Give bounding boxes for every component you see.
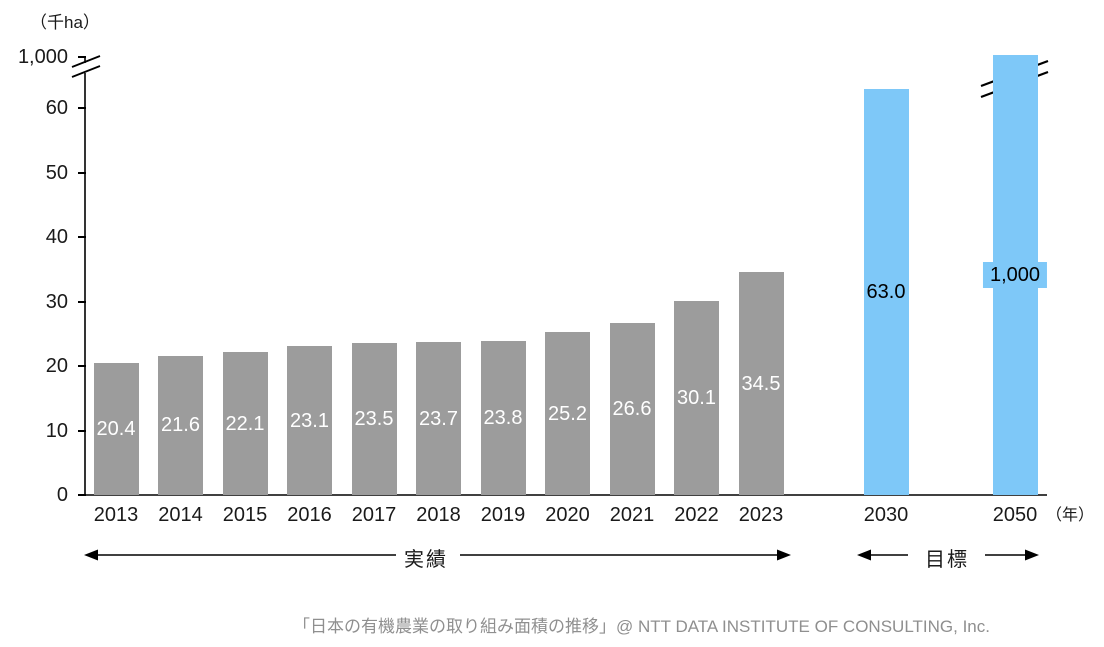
bar-2030 [863,88,909,495]
y-axis-unit-label: （千ha） [30,13,100,32]
y-tick-label-1,000: 1,000 [17,46,68,68]
bar-value-label-2018: 23.7 [419,407,458,430]
bar-2018 [416,342,461,495]
bar-value-label-2015: 22.1 [225,412,265,435]
actual-range-arrow [84,549,791,561]
caption: 「日本の有機農業の取り組み面積の推移」@ NTT DATA INSTITUTE … [293,617,990,636]
y-tick-mark-10 [78,429,86,432]
y-tick-label-10: 10 [45,419,68,442]
bar-value-label-2013: 20.4 [96,418,136,441]
x-tick-label-2030: 2030 [863,504,909,526]
y-tick-mark-60 [78,107,86,109]
y-tick-label-40: 40 [45,226,68,248]
bar-value-label-2017: 23.5 [354,408,394,431]
bar-2013 [93,363,139,495]
bar-2016 [287,346,332,495]
x-tick-label-2020: 2020 [545,504,590,526]
bar-value-label-2022: 30.1 [677,386,716,409]
x-tick-label-2017: 2017 [351,504,397,526]
y-tick-mark-break-top [78,56,86,58]
bar-2019 [480,341,526,495]
target-range-arrow [857,549,1039,561]
y-tick-label-0: 0 [56,484,68,506]
y-tick-mark-40 [78,236,86,238]
bar-value-label-2030: 63.0 [866,280,906,303]
bar-2020 [545,332,590,495]
y-axis-break-icon [71,55,101,78]
y-tick-mark-30 [78,300,86,303]
bar-2014 [158,355,203,495]
x-tick-label-2023: 2023 [738,504,784,526]
bar-value-label-2021: 26.6 [612,398,652,421]
bar-2017 [351,343,397,495]
y-tick-mark-0 [78,494,86,496]
bar-2021 [609,323,655,495]
x-tick-label-2016: 2016 [287,504,332,526]
x-tick-label-2018: 2018 [416,504,461,526]
x-tick-label-2021: 2021 [609,504,655,526]
bar-value-label-2014: 21.6 [161,414,200,437]
bar-2015 [222,352,268,495]
x-tick-label-2019: 2019 [480,504,526,526]
bar-value-label-2019: 23.8 [483,407,523,430]
y-tick-mark-20 [78,365,86,367]
actual-range-label: 実績 [404,549,448,571]
y-tick-label-20: 20 [45,355,68,377]
bar-2023 [738,272,784,495]
x-tick-label-2022: 2022 [674,504,719,526]
bar-value-label-2016: 23.1 [290,409,329,432]
bar-value-label-2050: 1,000 [982,262,1048,288]
x-tick-label-2015: 2015 [222,504,268,526]
bar-2022 [674,300,719,495]
bar-value-label-2023: 34.5 [741,372,781,395]
x-tick-label-2050: 2050 [992,504,1038,526]
y-tick-label-30: 30 [45,290,68,313]
x-tick-label-2014: 2014 [158,504,203,526]
bar-value-label-2020: 25.2 [548,402,587,425]
x-tick-label-2013: 2013 [93,504,139,526]
x-axis-unit-label: （年） [1046,507,1095,524]
y-tick-label-60: 60 [45,97,68,119]
target-range-label: 目標 [925,549,969,571]
y-tick-mark-50 [78,171,86,174]
y-tick-label-50: 50 [45,161,68,184]
